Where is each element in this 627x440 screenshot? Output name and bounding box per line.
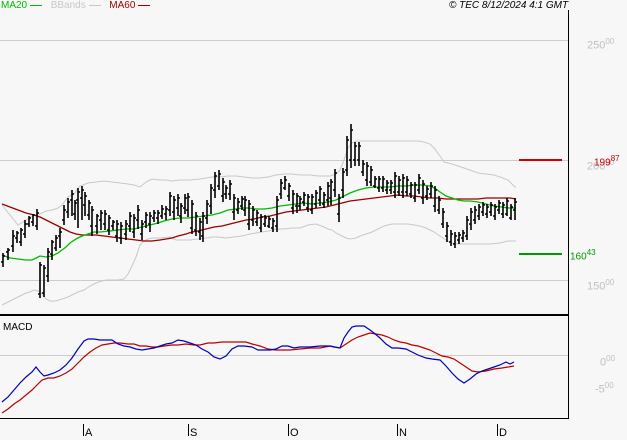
month-label-n: N — [399, 427, 407, 439]
month-tick-d — [497, 424, 498, 436]
legend-item-bbands: BBands — [51, 0, 101, 11]
month-label-s: S — [190, 427, 198, 439]
legend-bbands-swatch — [88, 4, 101, 6]
copyright-text: © TEC 8/12/2024 4:1 GMT — [449, 0, 569, 11]
resistance-label: 19987 — [594, 154, 620, 169]
macd-label-0: 000 — [600, 354, 616, 369]
legend-bbands-label: BBands — [50, 0, 86, 11]
month-tick-n — [397, 424, 398, 436]
legend-ma20-label: MA20 — [1, 0, 28, 11]
macd-line — [1, 325, 515, 403]
legend-ma60-swatch — [138, 4, 151, 6]
ma20-line — [1, 184, 516, 261]
legend-ma20-swatch — [29, 4, 42, 6]
month-tick-a — [83, 424, 84, 436]
legend-ma60-label: MA60 — [109, 0, 136, 11]
macd-signal-line — [1, 332, 515, 414]
price-label-250: 25000 — [587, 37, 615, 52]
price-bars — [1, 124, 517, 298]
month-tick-o — [288, 424, 289, 436]
support-label: 16043 — [570, 248, 596, 263]
legend: MA20 BBands MA60 — [1, 0, 151, 12]
bollinger-lower-line — [1, 223, 516, 306]
month-label-o: O — [290, 427, 299, 439]
month-tick-s — [188, 424, 189, 436]
legend-item-ma60: MA60 — [109, 0, 151, 11]
month-label-a: A — [85, 427, 93, 439]
price-label-200: 20000 — [587, 158, 615, 173]
macd-label-minus5: -500 — [595, 381, 614, 396]
price-label-150: 15000 — [587, 278, 615, 293]
bollinger-upper-line — [1, 140, 516, 226]
legend-item-ma20: MA20 — [1, 0, 42, 11]
macd-title: MACD — [3, 322, 33, 333]
month-label-d: D — [499, 427, 507, 439]
